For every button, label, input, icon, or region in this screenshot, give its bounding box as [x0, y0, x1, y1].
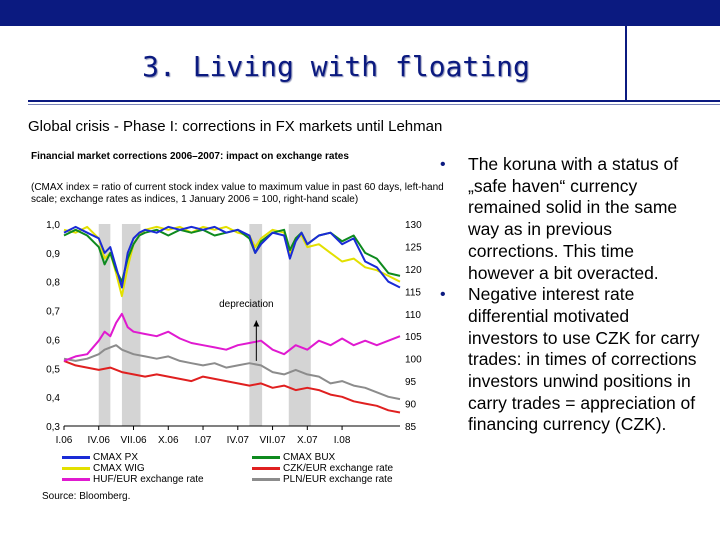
chart-note: (CMAX index = ratio of current stock ind…: [31, 182, 444, 205]
legend-label: PLN/EUR exchange rate: [283, 474, 393, 485]
x-tick-label: VII.07: [259, 435, 286, 446]
x-tick-label: IV.06: [88, 435, 111, 446]
bullet-list: • The koruna with a status of „safe haven…: [440, 154, 704, 436]
legend-swatch-cmax-px: [62, 455, 90, 459]
bullet-text: The koruna with a status of „safe haven“…: [468, 154, 679, 283]
header-bar: [0, 0, 720, 26]
legend-item-cmax-px: CMAX PX: [62, 452, 138, 463]
y-left-tick-label: 1,0: [46, 220, 60, 231]
legend-item-huf-eur: HUF/EUR exchange rate: [62, 474, 204, 485]
header-divider-vertical: [625, 26, 627, 100]
x-tick-label: I.08: [334, 435, 351, 446]
x-tick-label: IV.07: [227, 435, 250, 446]
legend-label: CZK/EUR exchange rate: [283, 463, 394, 474]
x-tick-label: I.06: [56, 435, 73, 446]
y-left-tick-label: 0,8: [46, 278, 60, 289]
y-right-tick-label: 115: [405, 287, 421, 298]
bullet-item: • Negative interest rate differential mot…: [440, 284, 704, 436]
y-right-tick-label: 105: [405, 332, 422, 343]
legend-label: HUF/EUR exchange rate: [93, 474, 204, 485]
legend-item-pln-eur: PLN/EUR exchange rate: [252, 474, 393, 485]
x-tick-label: VII.06: [120, 435, 147, 446]
header-divider-horizontal: [28, 100, 720, 102]
y-right-tick-label: 90: [405, 400, 417, 411]
legend-label: CMAX PX: [93, 452, 139, 463]
y-right-tick-label: 130: [405, 220, 422, 231]
bullet-item: • The koruna with a status of „safe haven…: [440, 154, 704, 284]
legend-swatch-huf-eur: [62, 477, 90, 481]
slide-subtitle: Global crisis - Phase I: corrections in …: [28, 118, 443, 135]
y-right-tick-label: 95: [405, 377, 417, 388]
x-tick-label: X.07: [297, 435, 318, 446]
legend-label: CMAX WIG: [93, 463, 145, 474]
bullet-text: Negative interest rate differential moti…: [468, 284, 700, 435]
series-line-cmax-wig: [63, 225, 401, 298]
series-line-pln-eur-exchange-rate: [63, 344, 401, 401]
y-right-tick-label: 120: [405, 265, 422, 276]
legend-item-cmax-bux: CMAX BUX: [252, 452, 335, 463]
series-line-cmax-px: [63, 225, 401, 289]
annotation-depreciation: depreciation: [219, 299, 273, 310]
y-right-tick-label: 85: [405, 422, 417, 433]
series-line-czk-eur-exchange-rate: [63, 359, 401, 414]
y-left-tick-label: 0,5: [46, 364, 60, 375]
correction-period-band: [288, 224, 311, 426]
bullet-icon: •: [440, 286, 446, 304]
header-divider-thin: [28, 104, 720, 105]
annotation-arrow-head: [253, 320, 260, 327]
y-left-tick-label: 0,9: [46, 249, 60, 260]
y-left-tick-label: 0,7: [46, 307, 60, 318]
series-line-cmax-bux: [63, 228, 401, 283]
y-right-tick-label: 100: [405, 355, 422, 366]
slide-title: 3. Living with floating: [142, 50, 530, 83]
legend-item-cmax-wig: CMAX WIG: [62, 463, 145, 474]
legend-swatch-cmax-bux: [252, 455, 280, 459]
y-left-tick-label: 0,4: [46, 393, 60, 404]
chart-source: Source: Bloomberg.: [42, 491, 131, 502]
y-right-tick-label: 125: [405, 242, 422, 253]
chart-title: Financial market corrections 2006–2007: …: [31, 151, 349, 162]
legend-swatch-cmax-wig: [62, 466, 90, 470]
y-left-tick-label: 0,6: [46, 335, 60, 346]
x-tick-label: I.07: [195, 435, 212, 446]
legend-swatch-pln-eur: [252, 477, 280, 481]
legend-item-czk-eur: CZK/EUR exchange rate: [252, 463, 393, 474]
correction-period-band: [98, 224, 111, 426]
legend-swatch-czk-eur: [252, 466, 280, 470]
legend-label: CMAX BUX: [283, 452, 336, 463]
y-left-tick-label: 0,3: [46, 422, 60, 433]
y-right-tick-label: 110: [405, 310, 421, 321]
x-tick-label: X.06: [158, 435, 179, 446]
bullet-icon: •: [440, 156, 446, 173]
series-line-huf-eur-exchange-rate: [63, 312, 401, 362]
